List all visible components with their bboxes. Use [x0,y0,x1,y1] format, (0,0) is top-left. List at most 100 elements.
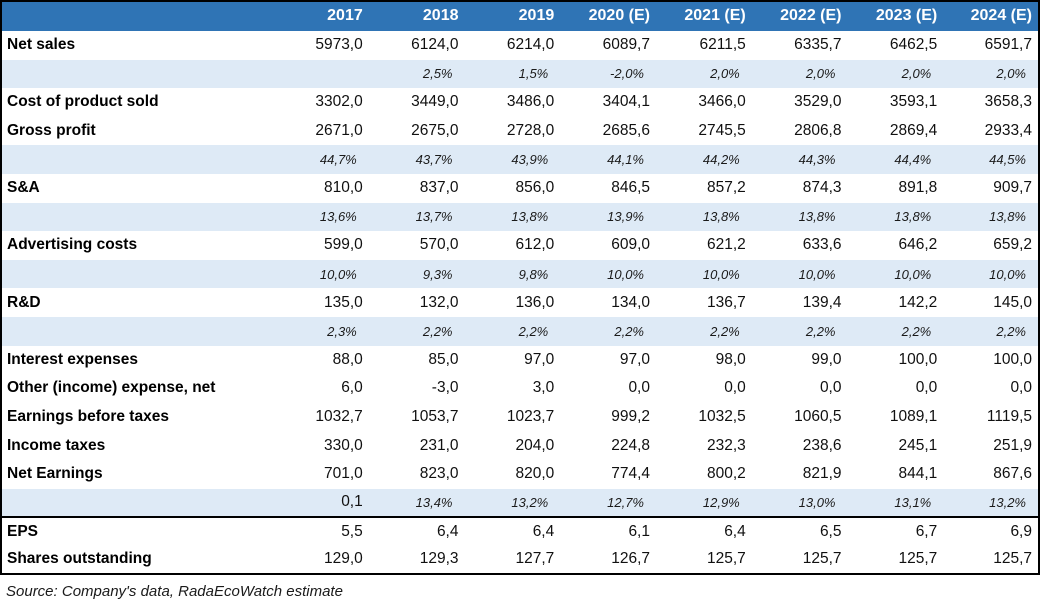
value-cell: 821,9 [802,465,842,483]
value-cell: 0,1 [341,493,363,511]
column-header-year: 2020 (E) [560,1,656,31]
value-cell: 659,2 [993,236,1032,254]
value-cell: 127,7 [515,550,555,568]
value-cell: 13,8% [798,209,836,225]
value-cell: 232,3 [706,436,746,454]
value-cell: 2,2% [996,323,1026,339]
value-cell: 6211,5 [699,36,746,54]
value-cell: 3486,0 [506,93,555,111]
row-label [1,145,273,174]
table-row-earnings-before-taxes: Earnings before taxes 1032,7 1053,7 1023,7 9… [1,403,1039,432]
value-cell: 231,0 [419,436,459,454]
financial-table-body: Net sales 5973,0 6124,0 6214,0 6089,7 6211,5 6… [1,31,1039,574]
column-header-year: 2017 [273,1,369,31]
value-cell: 97,0 [619,350,650,368]
row-label: Income taxes [7,436,106,454]
value-cell: 99,0 [811,350,842,368]
value-cell: 1060,5 [794,408,842,426]
value-cell: 6,5 [751,516,848,546]
value-cell: 98,0 [715,350,746,368]
value-cell: 10,0% [607,266,644,282]
table-row-net-earnings: Net Earnings 701,0 823,0 820,0 774,4 800,2 821… [1,460,1039,489]
table-row-percent: 13,6% 13,7% 13,8% 13,9% 13,8% 13,8% 13,8% 13,8% [1,202,1039,232]
table-row-interest-expenses: Interest expenses 88,0 85,0 97,0 97,0 98,0 99,… [1,346,1039,375]
value-cell: 125,7 [898,550,938,568]
row-label: Net Earnings [7,465,103,483]
value-cell: 3593,1 [889,93,938,111]
value-cell: 6,4 [656,516,752,546]
value-cell: 1119,5 [986,408,1032,426]
table-row-percent: 2,5% 1,5% -2,0% 2,0% 2,0% 2,0% 2,0% [1,59,1039,89]
value-cell: 44,5% [989,152,1026,168]
value-cell: 857,2 [706,179,746,197]
value-cell: 13,8% [511,209,549,225]
value-cell: 820,0 [515,465,555,483]
value-cell: 10,0% [894,266,932,282]
value-cell: 612,0 [515,236,555,254]
value-cell: 330,0 [323,436,363,454]
value-cell: 44,2% [702,152,740,168]
value-cell: 136,7 [706,293,746,311]
table-row-other-income-expense-net: Other (income) expense, net 6,0 -3,0 3,0 0,0… [1,374,1039,403]
value-cell: 2,2% [805,323,836,339]
row-label: Earnings before taxes [7,408,169,426]
column-header-empty [1,1,273,31]
row-label: Advertising costs [7,236,138,254]
value-cell: 142,2 [898,293,938,311]
value-cell: 3529,0 [794,93,842,111]
value-cell: 6462,5 [889,36,938,54]
value-cell: 846,5 [611,179,650,197]
value-cell: 867,6 [993,465,1032,483]
value-cell: 2933,4 [984,122,1032,140]
value-cell: 837,0 [419,179,459,197]
value-cell: 224,8 [611,436,650,454]
value-cell: 2806,8 [794,122,842,140]
financials-table: 2017 2018 2019 2020 (E) 2021 (E) 2022 (E) 2023… [0,0,1040,576]
value-cell: 1,5% [518,66,549,82]
value-cell: 13,8% [702,209,740,225]
value-cell: 13,2% [511,494,549,510]
value-cell: 0,0 [915,379,938,397]
value-cell: 1053,7 [411,408,459,426]
value-cell: 570,0 [419,236,459,254]
value-cell: 2,2% [901,323,932,339]
value-cell: 88,0 [332,350,363,368]
value-cell: 13,6% [319,209,357,225]
value-cell: 599,0 [323,236,363,254]
value-cell: 6591,7 [984,36,1032,54]
value-cell: 125,7 [993,550,1032,568]
row-label [1,489,273,518]
value-cell: 136,0 [515,293,555,311]
value-cell: 2,2% [614,323,644,339]
value-cell: 701,0 [323,465,363,483]
value-cell: 12,7% [607,494,644,510]
value-cell: 856,0 [515,179,555,197]
value-cell: 3,0 [532,379,555,397]
value-cell: 44,4% [894,152,932,168]
value-cell: 2,2% [422,323,453,339]
value-cell: 2685,6 [602,122,650,140]
value-cell: 100,0 [898,350,938,368]
value-cell: 0,0 [819,379,842,397]
value-cell: 0,0 [724,379,746,397]
row-label: S&A [7,179,40,197]
value-cell: 85,0 [428,350,459,368]
table-row-percent: 44,7% 43,7% 43,9% 44,1% 44,2% 44,3% 44,4% 44,5% [1,145,1039,174]
value-cell: 139,4 [802,293,842,311]
value-cell: 13,0% [798,494,836,510]
row-label: Net sales [7,36,76,54]
value-cell: 10,0% [989,266,1026,282]
value-cell: 13,7% [415,209,453,225]
value-cell: 204,0 [515,436,555,454]
row-label [1,260,273,289]
value-cell: 12,9% [702,494,740,510]
value-cell: 6124,0 [411,36,459,54]
value-cell: 2,0% [996,66,1026,82]
value-cell: 44,7% [319,152,357,168]
value-cell: 129,0 [323,550,363,568]
column-header-year: 2021 (E) [656,1,752,31]
value-cell: 43,9% [511,152,549,168]
value-cell: 100,0 [993,350,1032,368]
table-row-percent: 10,0% 9,3% 9,8% 10,0% 10,0% 10,0% 10,0% 10,0% [1,259,1039,289]
row-label: Shares outstanding [7,550,152,568]
